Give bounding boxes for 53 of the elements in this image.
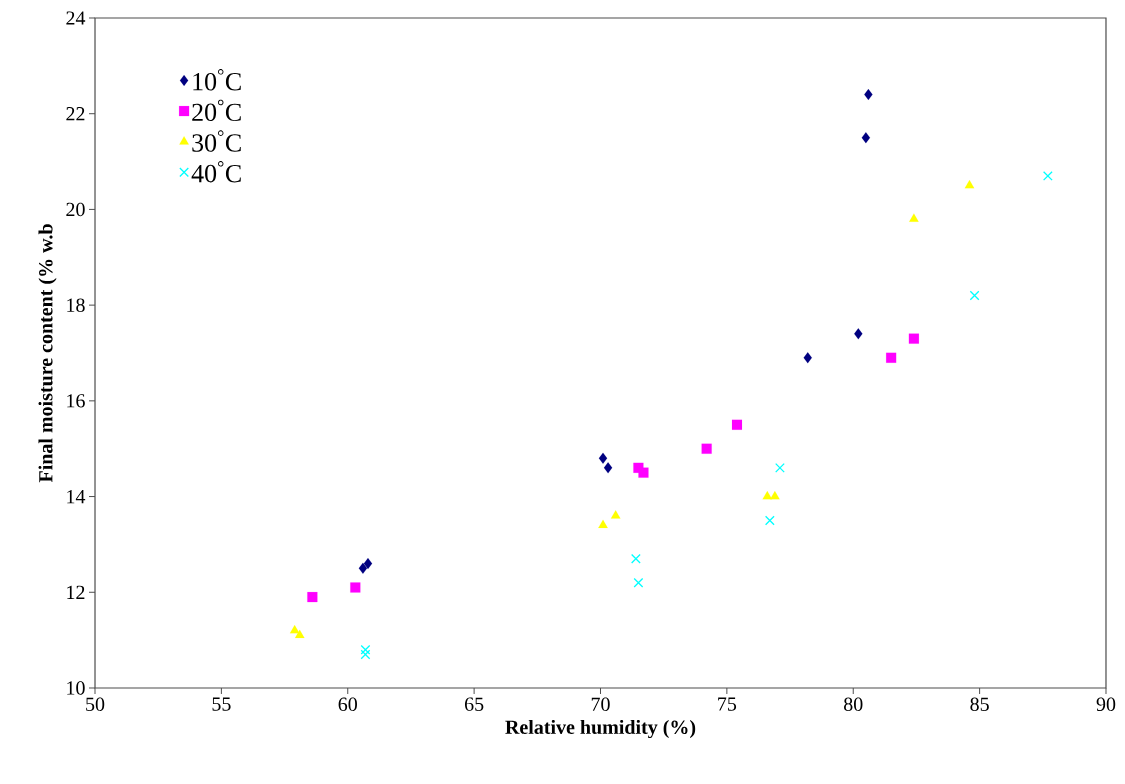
point (908, 333, 919, 344)
x-tick-label: 70 (591, 697, 610, 712)
point (775, 462, 785, 473)
point (762, 491, 773, 500)
point (886, 352, 897, 363)
point (764, 515, 775, 526)
point (864, 89, 873, 101)
point (610, 510, 621, 519)
x-tick-label: 50 (86, 697, 105, 712)
legend-label: 30$^{°}$C (192, 130, 241, 152)
x-tick-label: 80 (844, 697, 863, 712)
point (294, 629, 305, 639)
y-tick-label: 24 (66, 11, 86, 25)
point (969, 290, 980, 301)
point (964, 179, 975, 189)
y-axis-title: Final moisture content (% w.b (38, 224, 57, 483)
point (1042, 171, 1053, 181)
point (701, 443, 712, 454)
point (909, 213, 919, 222)
point (854, 328, 863, 340)
legend-label: 40$^{°}$C (191, 161, 241, 183)
x-tick-label: 85 (970, 697, 989, 712)
x-tick-label: 90 (1096, 697, 1116, 712)
point (360, 644, 371, 655)
y-tick-label: 22 (66, 107, 85, 121)
y-tick-label: 16 (67, 394, 85, 408)
point (603, 462, 613, 474)
point (350, 582, 361, 593)
point (598, 519, 608, 529)
point (638, 467, 649, 478)
y-tick-label: 10 (67, 681, 85, 695)
point (731, 419, 743, 430)
legend-label: 20$^{°}$C (192, 99, 241, 122)
point (363, 558, 373, 570)
y-tick-label: 20 (66, 202, 85, 217)
y-tick-label: 12 (67, 585, 85, 599)
x-tick-label: 60 (338, 697, 357, 712)
point (307, 592, 318, 603)
x-axis-title: Relative humidity (%) (505, 719, 696, 739)
point (770, 491, 780, 500)
point (358, 562, 368, 574)
point (633, 577, 644, 588)
x-tick-label: 55 (212, 697, 231, 711)
x-tick-label: 75 (718, 697, 737, 711)
point (630, 553, 641, 564)
point (803, 352, 812, 364)
legend-label: 10$^{°}$C (193, 69, 241, 91)
y-tick-label: 18 (67, 298, 85, 312)
x-tick-label: 65 (464, 697, 484, 711)
point (360, 649, 371, 660)
point (861, 132, 871, 144)
y-tick-label: 14 (67, 489, 86, 504)
point (598, 452, 608, 464)
